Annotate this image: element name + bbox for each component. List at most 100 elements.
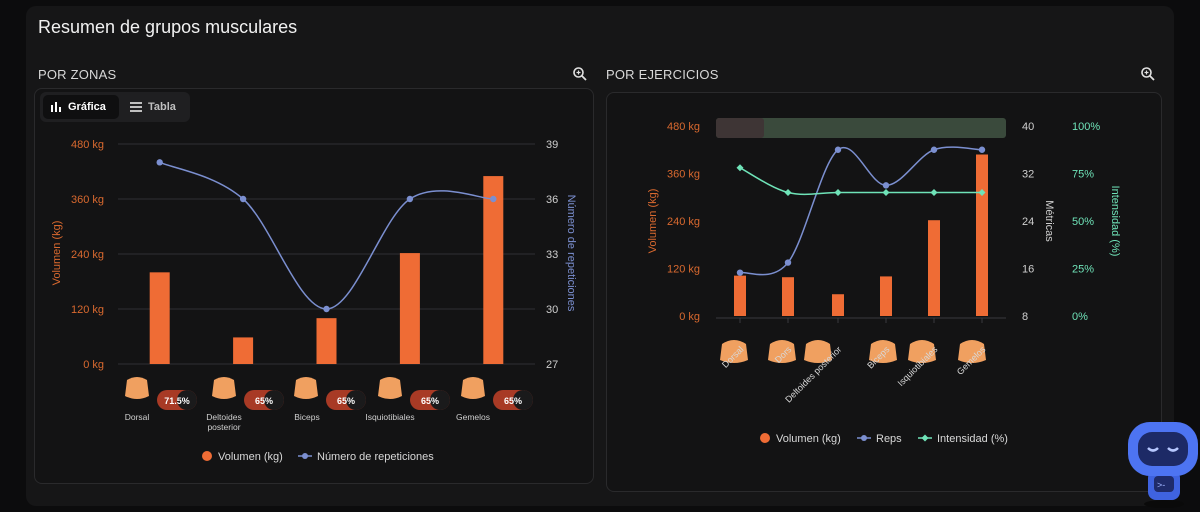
- y3-tick-label: 25%: [1072, 264, 1094, 276]
- y2-tick-label: 24: [1022, 216, 1034, 228]
- volume-bar[interactable]: [880, 276, 892, 316]
- volume-bar[interactable]: [316, 318, 337, 364]
- reps-line: [739, 146, 983, 276]
- y-tick-label: 360 kg: [667, 169, 700, 181]
- y-axis-label: Volumen (kg): [51, 221, 63, 286]
- zone-badge[interactable]: 65% Biceps: [294, 377, 366, 422]
- list-icon: [130, 102, 142, 112]
- zone-label: Dorsal: [125, 412, 150, 422]
- y-tick-label: 480 kg: [71, 139, 104, 151]
- legend-reps-label: Reps: [876, 433, 902, 445]
- muscle-icon: [720, 340, 748, 363]
- tab-table[interactable]: Tabla: [122, 95, 188, 119]
- tab-table-label: Tabla: [148, 101, 176, 113]
- exercise-category: Dorsal: [720, 340, 748, 370]
- intensity-badge-label: 65%: [421, 396, 439, 406]
- zoom-in-icon[interactable]: [1140, 66, 1156, 82]
- volume-bar[interactable]: [149, 272, 170, 364]
- y-axis-label: Volumen (kg): [647, 189, 659, 254]
- y2-tick-label: 32: [1022, 169, 1034, 181]
- volume-bar[interactable]: [734, 275, 746, 316]
- zone-badge[interactable]: 65% Gemelos: [456, 377, 533, 422]
- zones-section-label: POR ZONAS: [38, 67, 117, 82]
- zone-label: Gemelos: [456, 412, 490, 422]
- exercises-section-label: POR EJERCICIOS: [606, 67, 719, 82]
- brush-handle[interactable]: [716, 118, 764, 138]
- muscle-icon: [869, 340, 897, 363]
- exercise-category: Isquiotibiales: [896, 340, 940, 388]
- y3-tick-label: 50%: [1072, 216, 1094, 228]
- legend-volume-label: Volumen (kg): [218, 451, 283, 463]
- tab-chart[interactable]: Gráfica: [43, 95, 119, 119]
- legend-volume-label: Volumen (kg): [776, 433, 841, 445]
- y-tick-label: 120 kg: [667, 264, 700, 276]
- reps-point[interactable]: [323, 305, 330, 313]
- reps-point[interactable]: [239, 195, 247, 203]
- zone-badge[interactable]: 65% Isquiotibiales: [365, 377, 450, 422]
- y-tick-label: 120 kg: [71, 304, 104, 316]
- reps-point[interactable]: [736, 269, 744, 276]
- intensity-badge-ring: [346, 390, 366, 410]
- brush-track[interactable]: [716, 118, 1006, 138]
- y3-tick-label: 100%: [1072, 121, 1100, 133]
- reps-point[interactable]: [834, 146, 842, 153]
- intensity-badge-label: 65%: [504, 396, 522, 406]
- y2-tick-label: 39: [546, 139, 558, 151]
- reps-point[interactable]: [406, 195, 414, 203]
- zone-label: Deltoides: [206, 412, 241, 422]
- reps-point[interactable]: [490, 195, 497, 203]
- muscle-icon: [461, 377, 485, 399]
- y-tick-label: 360 kg: [71, 194, 104, 206]
- assistant-robot-icon[interactable]: >-: [1124, 414, 1200, 510]
- reps-point[interactable]: [978, 146, 986, 153]
- y3-tick-label: 75%: [1072, 169, 1094, 181]
- zone-badge[interactable]: 71.5% Dorsal: [125, 377, 197, 422]
- muscle-icon: [908, 340, 936, 363]
- legend-volume-swatch: [760, 433, 770, 443]
- y-tick-label: 480 kg: [667, 121, 700, 133]
- y-tick-label: 240 kg: [71, 249, 104, 261]
- intensity-badge-label: 71.5%: [164, 396, 190, 406]
- muscle-icon: [958, 340, 986, 363]
- volume-bar[interactable]: [782, 277, 794, 316]
- page-title: Resumen de grupos musculares: [38, 17, 298, 37]
- y2-tick-label: 8: [1022, 311, 1028, 323]
- intensity-badge-ring: [264, 390, 284, 410]
- zoom-in-icon[interactable]: [572, 66, 588, 82]
- volume-bar[interactable]: [399, 253, 420, 364]
- muscle-icon: [125, 377, 149, 399]
- legend-reps-swatch: [861, 435, 867, 441]
- volume-bar[interactable]: [483, 176, 504, 364]
- intensity-point[interactable]: [930, 189, 938, 196]
- y3-axis-label: Intensidad (%): [1109, 186, 1121, 257]
- intensity-point[interactable]: [882, 189, 890, 196]
- legend-intensity-label: Intensidad (%): [937, 433, 1008, 445]
- reps-point[interactable]: [156, 159, 163, 166]
- intensity-point[interactable]: [784, 189, 792, 196]
- bar-chart-icon: [51, 102, 61, 112]
- volume-bar[interactable]: [233, 337, 254, 364]
- intensity-point[interactable]: [978, 189, 986, 196]
- exercises-chart: 0 kg 120 kg 240 kg 360 kg 480 kg 8 16 24 32 40 0% 2…: [647, 118, 1121, 445]
- reps-point[interactable]: [930, 146, 938, 153]
- reps-point[interactable]: [882, 182, 890, 189]
- zone-label: Isquiotibiales: [365, 412, 414, 422]
- intensity-badge-label: 65%: [255, 396, 273, 406]
- intensity-point[interactable]: [834, 189, 842, 196]
- intensity-badge-label: 65%: [337, 396, 355, 406]
- zones-chart: 0 kg 120 kg 240 kg 360 kg 480 kg 27 30 33 36 39 V…: [51, 139, 577, 463]
- muscle-icon: [212, 377, 236, 399]
- volume-bar[interactable]: [832, 294, 844, 316]
- muscle-icon: [768, 340, 796, 363]
- volume-bar[interactable]: [976, 154, 988, 317]
- intensity-point[interactable]: [736, 164, 744, 172]
- intensity-line: [739, 167, 982, 196]
- y2-tick-label: 16: [1022, 264, 1034, 276]
- volume-bar[interactable]: [928, 220, 940, 316]
- view-tabs: Gráfica Tabla: [40, 92, 190, 122]
- reps-point[interactable]: [784, 259, 792, 266]
- zone-label: posterior: [207, 422, 240, 432]
- intensity-badge-ring: [513, 390, 533, 410]
- intensity-badge-ring: [430, 390, 450, 410]
